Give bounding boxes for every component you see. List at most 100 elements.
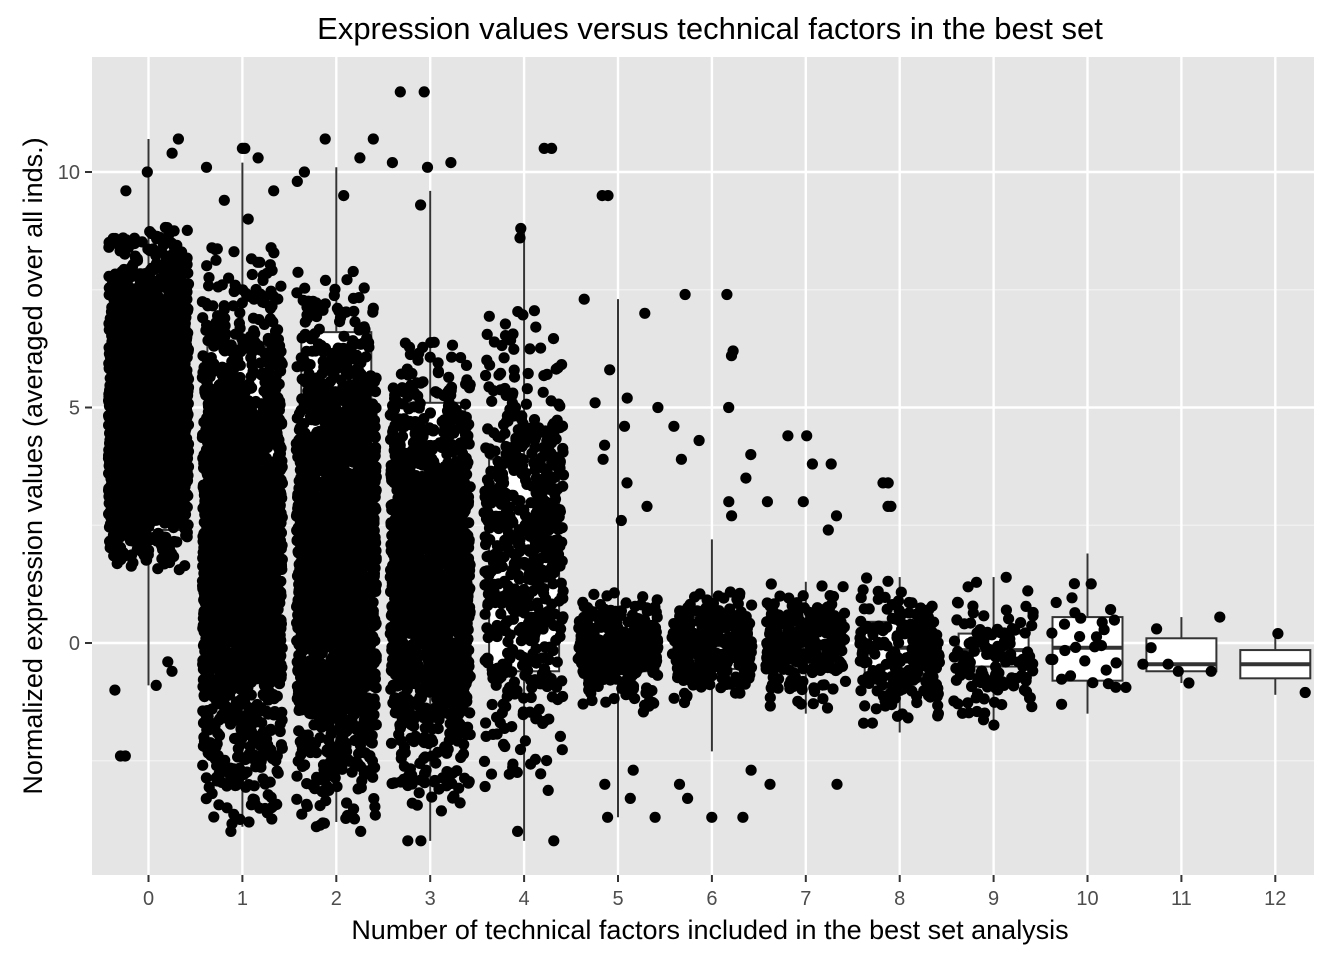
data-point [258, 560, 270, 573]
data-point [218, 603, 230, 616]
data-point [208, 554, 220, 566]
data-point [214, 325, 226, 338]
data-point [264, 634, 276, 646]
data-point [202, 747, 214, 759]
data-point [232, 751, 244, 763]
data-point [112, 329, 124, 341]
data-point [140, 536, 152, 549]
data-point [275, 280, 287, 292]
data-point [247, 657, 259, 669]
data-point [150, 480, 162, 492]
data-point [109, 684, 121, 696]
data-point [246, 346, 258, 358]
data-point [151, 410, 164, 422]
data-point [267, 689, 279, 701]
data-point [218, 344, 230, 356]
data-point [223, 675, 236, 687]
data-point [142, 243, 154, 255]
data-point [140, 479, 152, 491]
data-point [252, 611, 264, 624]
data-point [131, 253, 143, 265]
data-point [275, 618, 287, 630]
data-point [206, 787, 218, 800]
data-point [271, 491, 283, 503]
data-point [179, 264, 191, 276]
data-point [202, 300, 214, 312]
data-point [171, 449, 183, 462]
data-point [107, 369, 119, 381]
data-point [234, 769, 246, 781]
data-point [153, 493, 165, 505]
data-point [169, 334, 181, 346]
data-point [161, 283, 173, 295]
data-point [204, 404, 216, 416]
data-point [152, 527, 164, 540]
data-point [160, 388, 172, 401]
data-point [250, 490, 262, 503]
data-point [257, 598, 269, 610]
data-point [139, 268, 151, 280]
data-point [205, 462, 217, 474]
data-point [179, 296, 191, 308]
data-point [168, 240, 180, 252]
data-point [258, 545, 270, 557]
data-point [246, 268, 258, 281]
data-point [242, 527, 254, 539]
data-point [203, 280, 215, 292]
data-point [199, 487, 211, 499]
data-point [127, 379, 139, 391]
data-point [218, 194, 230, 206]
data-point [143, 521, 155, 533]
data-point [229, 780, 241, 792]
data-point [258, 385, 270, 397]
data-point [221, 802, 233, 814]
data-point [242, 608, 254, 620]
data-point [227, 494, 239, 506]
data-point [150, 257, 163, 269]
data-point [168, 535, 180, 548]
data-point [167, 271, 179, 283]
data-point [242, 579, 254, 591]
data-point [127, 297, 139, 309]
data-point [107, 392, 119, 405]
data-points [102, 86, 1311, 847]
data-point [271, 514, 283, 526]
data-point [240, 781, 252, 793]
data-point [272, 767, 284, 779]
data-point [268, 185, 280, 197]
data-point [227, 703, 240, 716]
data-point [128, 535, 140, 548]
data-point [214, 672, 226, 684]
data-point [211, 648, 223, 660]
data-point [200, 772, 212, 784]
data-point [142, 549, 154, 561]
data-point [141, 166, 153, 178]
data-point [245, 503, 258, 515]
data-point [198, 432, 210, 444]
data-point [104, 518, 117, 530]
data-point [179, 523, 191, 535]
data-point [138, 444, 150, 456]
data-point [176, 378, 188, 390]
data-point [212, 750, 224, 762]
data-point [253, 755, 265, 767]
data-point [220, 390, 233, 403]
data-point [238, 394, 250, 406]
data-point [256, 717, 268, 729]
data-point [254, 288, 266, 300]
data-point [262, 354, 275, 366]
data-point [275, 475, 287, 487]
data-point [264, 313, 276, 325]
data-point [120, 185, 132, 197]
data-point [156, 444, 168, 456]
data-point [159, 333, 171, 345]
data-point [146, 363, 158, 375]
data-point [204, 420, 216, 432]
data-point [272, 392, 284, 404]
data-point [103, 241, 115, 253]
data-point [250, 705, 262, 717]
data-point [239, 142, 251, 154]
data-point [150, 679, 162, 692]
data-point [270, 566, 282, 579]
data-point [176, 365, 188, 377]
